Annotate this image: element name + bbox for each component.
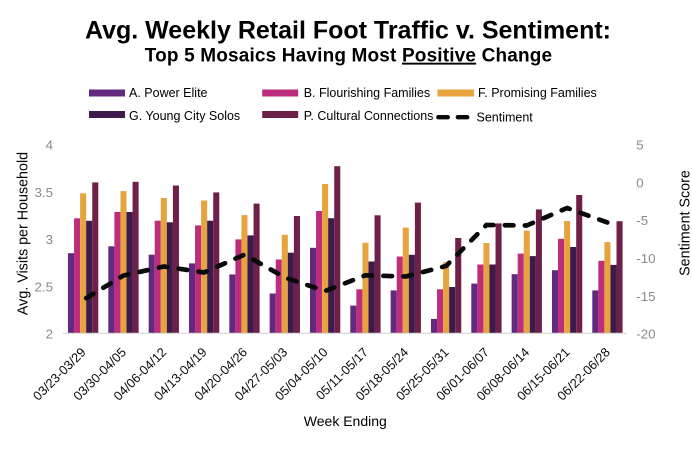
svg-text:B. Flourishing Families: B. Flourishing Families xyxy=(304,86,430,100)
svg-text:P. Cultural Connections: P. Cultural Connections xyxy=(304,109,434,123)
svg-text:2.5: 2.5 xyxy=(35,279,54,294)
svg-text:3.5: 3.5 xyxy=(35,185,54,200)
svg-text:Sentiment Score: Sentiment Score xyxy=(678,170,692,276)
svg-text:Top 5 Mosaics Having Most Posi: Top 5 Mosaics Having Most Positive Chang… xyxy=(145,46,552,67)
svg-text:A. Power Elite: A. Power Elite xyxy=(129,86,208,100)
svg-text:-15: -15 xyxy=(636,289,655,304)
svg-text:2: 2 xyxy=(46,327,53,342)
svg-text:Sentiment: Sentiment xyxy=(477,111,534,125)
svg-text:3: 3 xyxy=(46,232,53,247)
svg-text:-5: -5 xyxy=(636,213,648,228)
svg-text:4: 4 xyxy=(46,138,53,153)
svg-text:Avg. Visits per Household: Avg. Visits per Household xyxy=(16,152,32,315)
svg-text:F. Promising Families: F. Promising Families xyxy=(478,86,597,100)
svg-text:Week Ending: Week Ending xyxy=(304,413,387,429)
svg-text:5: 5 xyxy=(636,138,643,153)
svg-text:-20: -20 xyxy=(636,327,655,342)
svg-text:G. Young City Solos: G. Young City Solos xyxy=(129,109,240,123)
svg-text:-10: -10 xyxy=(636,251,655,266)
svg-text:0: 0 xyxy=(636,175,643,190)
svg-text:Avg. Weekly Retail Foot Traffi: Avg. Weekly Retail Foot Traffic v. Senti… xyxy=(85,17,611,45)
